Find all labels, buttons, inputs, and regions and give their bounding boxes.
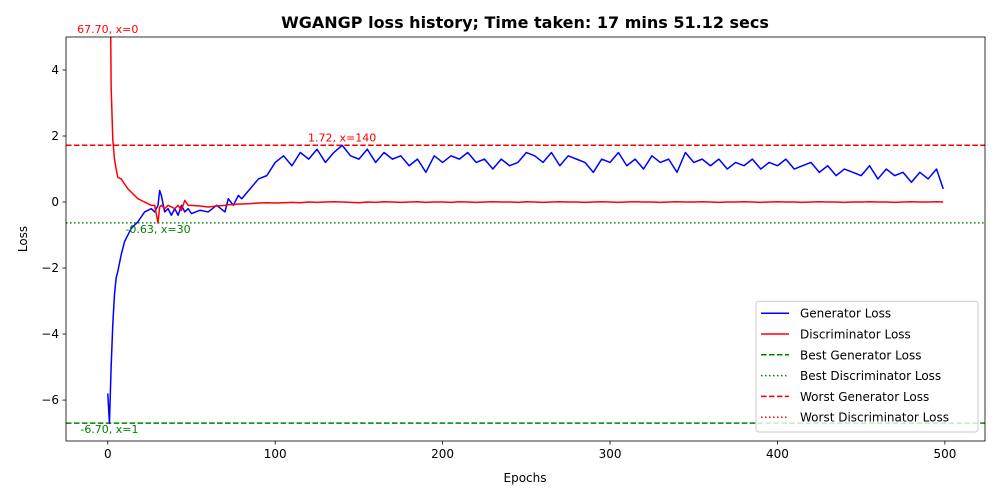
annotation: -0.63, x=30 (125, 223, 190, 236)
y-tick-label: 0 (51, 195, 59, 209)
chart-title: WGANGP loss history; Time taken: 17 mins… (281, 13, 769, 32)
x-tick-label: 100 (264, 447, 287, 461)
series-line (107, 144, 944, 424)
legend-label: Worst Generator Loss (800, 390, 929, 404)
y-tick-label: −2 (41, 261, 59, 275)
annotation: 67.70, x=0 (77, 23, 138, 36)
y-axis-label: Loss (16, 226, 30, 252)
legend-label: Generator Loss (800, 307, 891, 321)
x-axis-label: Epochs (504, 471, 547, 485)
legend-label: Best Discriminator Loss (800, 369, 941, 383)
legend-box (755, 300, 979, 433)
series-line (109, 37, 944, 224)
annotation: 1.72, x=140 (308, 131, 376, 144)
x-tick-label: 500 (933, 447, 956, 461)
x-tick-label: 200 (431, 447, 454, 461)
x-tick-label: 0 (104, 447, 112, 461)
x-tick-label: 400 (766, 447, 789, 461)
legend-label: Discriminator Loss (800, 328, 911, 342)
legend-label: Worst Discriminator Loss (800, 411, 949, 425)
y-tick-label: −6 (41, 393, 59, 407)
y-tick-label: 4 (51, 63, 59, 77)
y-tick-label: −4 (41, 327, 59, 341)
x-tick-label: 300 (599, 447, 622, 461)
annotation: -6.70, x=1 (80, 423, 138, 436)
axes-frame (65, 36, 986, 442)
y-tick-label: 2 (51, 129, 59, 143)
legend: Generator Loss Discriminator Loss Best Gen… (755, 300, 979, 433)
legend-label: Best Generator Loss (800, 348, 921, 362)
